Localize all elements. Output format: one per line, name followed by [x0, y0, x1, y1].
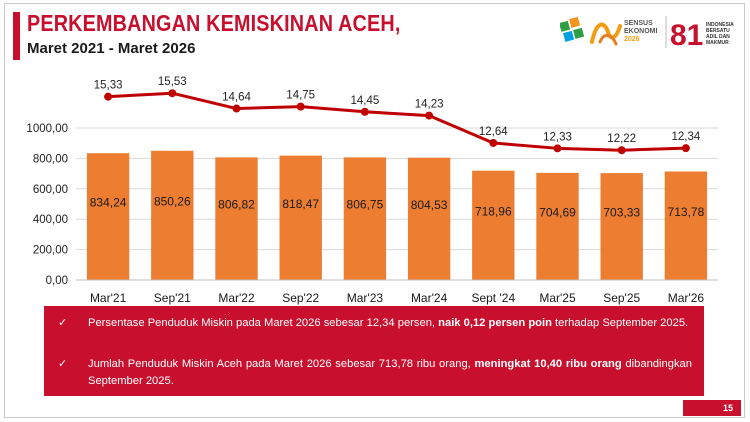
note-1-text-end: terhadap September 2025. — [551, 317, 689, 329]
anniv-text-4: MAKMUR — [706, 40, 729, 46]
bar-data-label: 806,75 — [347, 198, 384, 212]
bar — [600, 173, 643, 280]
x-tick-label: Mar'24 — [411, 291, 448, 305]
anniversary-logo-icon: 81 INDONESIA BERSATU ADIL DAN MAKMUR — [670, 19, 734, 52]
bar-data-label: 703,33 — [603, 206, 640, 220]
line-point — [296, 102, 305, 111]
line-point — [104, 92, 113, 101]
x-tick-label: Mar'21 — [90, 291, 127, 305]
line-point — [553, 144, 562, 153]
notes-box: ✓ Persentase Penduduk Miskin pada Maret … — [44, 306, 704, 396]
check-icon: ✓ — [58, 358, 68, 370]
anniversary-number: 81 — [670, 19, 703, 52]
line-point — [681, 144, 690, 153]
y-tick-label: 200,00 — [33, 245, 68, 257]
bar-data-label: 718,96 — [475, 204, 512, 218]
bar-data-label: 713,78 — [668, 205, 705, 219]
bar-data-label: 806,82 — [218, 198, 255, 212]
x-tick-label: Mar'23 — [347, 291, 384, 305]
x-tick-label: Mar'22 — [218, 291, 255, 305]
slide-frame — [4, 3, 745, 418]
line-point — [489, 138, 498, 147]
bar — [215, 157, 258, 280]
bar-data-label: 704,69 — [539, 205, 576, 219]
y-tick-label: 1000,00 — [26, 123, 68, 135]
line-data-label: 12,33 — [543, 131, 572, 143]
page-number: 15 — [683, 400, 741, 416]
line-data-label: 12,64 — [479, 126, 508, 138]
line-point — [617, 146, 626, 155]
line-data-label: 14,23 — [415, 99, 444, 111]
bar — [407, 157, 451, 280]
note-2-text: Jumlah Penduduk Miskin Aceh pada Maret 2… — [88, 358, 475, 370]
x-tick-label: Sept '24 — [471, 291, 515, 305]
bar-data-label: 818,47 — [282, 197, 319, 211]
bar — [536, 172, 579, 280]
line-data-label: 14,75 — [286, 90, 315, 102]
bar — [472, 170, 515, 280]
note-1-text: Persentase Penduduk Miskin pada Maret 20… — [88, 317, 439, 329]
line-data-label: 12,34 — [672, 131, 701, 143]
bar — [279, 155, 322, 280]
anniv-text-1: INDONESIA — [706, 22, 734, 28]
y-tick-label: 800,00 — [33, 153, 68, 165]
check-icon: ✓ — [58, 317, 68, 329]
bps-logo-icon — [560, 16, 585, 42]
note-2-highlight: meningkat 10,40 ribu orang — [474, 358, 622, 370]
line-data-label: 12,22 — [607, 133, 636, 145]
bar — [664, 171, 708, 280]
anniv-text-2: BERSATU — [706, 28, 730, 34]
sensus-ekonomi-logo-icon: SENSUS EKONOMI 2026 — [590, 20, 658, 46]
x-tick-label: Sep'21 — [154, 291, 191, 305]
line-point — [425, 111, 434, 120]
bar — [86, 153, 130, 280]
note-1-highlight: naik 0,12 persen poin — [438, 317, 552, 329]
sensus-text-2: EKONOMI — [624, 28, 658, 35]
line-data-label: 15,53 — [158, 76, 187, 88]
note-item-1: ✓ Persentase Penduduk Miskin pada Maret … — [58, 315, 692, 332]
page-subtitle: Maret 2021 - Maret 2026 — [27, 40, 196, 57]
y-tick-label: 0,00 — [46, 275, 68, 287]
title-accent-bar — [13, 12, 20, 60]
header-logos: SENSUS EKONOMI 2026 81 INDONESIA BERSATU… — [560, 16, 734, 52]
line-data-label: 14,64 — [222, 92, 251, 104]
x-tick-label: Mar'26 — [668, 291, 705, 305]
y-tick-label: 400,00 — [33, 214, 68, 226]
bar — [151, 150, 194, 280]
page-title: PERKEMBANGAN KEMISKINAN ACEH, — [27, 10, 401, 36]
line-series — [108, 91, 686, 152]
line-data-label: 15,33 — [94, 80, 123, 92]
line-point — [232, 104, 241, 113]
x-tick-label: Sep'25 — [603, 291, 640, 305]
sensus-text-3: 2026 — [624, 36, 640, 43]
bar — [343, 157, 387, 280]
note-item-2: ✓ Jumlah Penduduk Miskin Aceh pada Maret… — [58, 356, 692, 390]
x-tick-label: Sep'22 — [282, 291, 319, 305]
line-point — [360, 107, 369, 116]
y-tick-label: 600,00 — [33, 184, 68, 196]
line-data-label: 14,45 — [351, 95, 380, 107]
bar-data-label: 834,24 — [90, 196, 127, 210]
note-2-text-end: dibandingkan September 2025. — [88, 358, 692, 387]
anniv-text-3: ADIL DAN — [706, 34, 730, 40]
sensus-text-1: SENSUS — [624, 20, 653, 27]
line-point — [168, 89, 177, 98]
bar-data-label: 850,26 — [154, 194, 191, 208]
x-tick-label: Mar'25 — [539, 291, 576, 305]
bar-data-label: 804,53 — [411, 198, 448, 212]
